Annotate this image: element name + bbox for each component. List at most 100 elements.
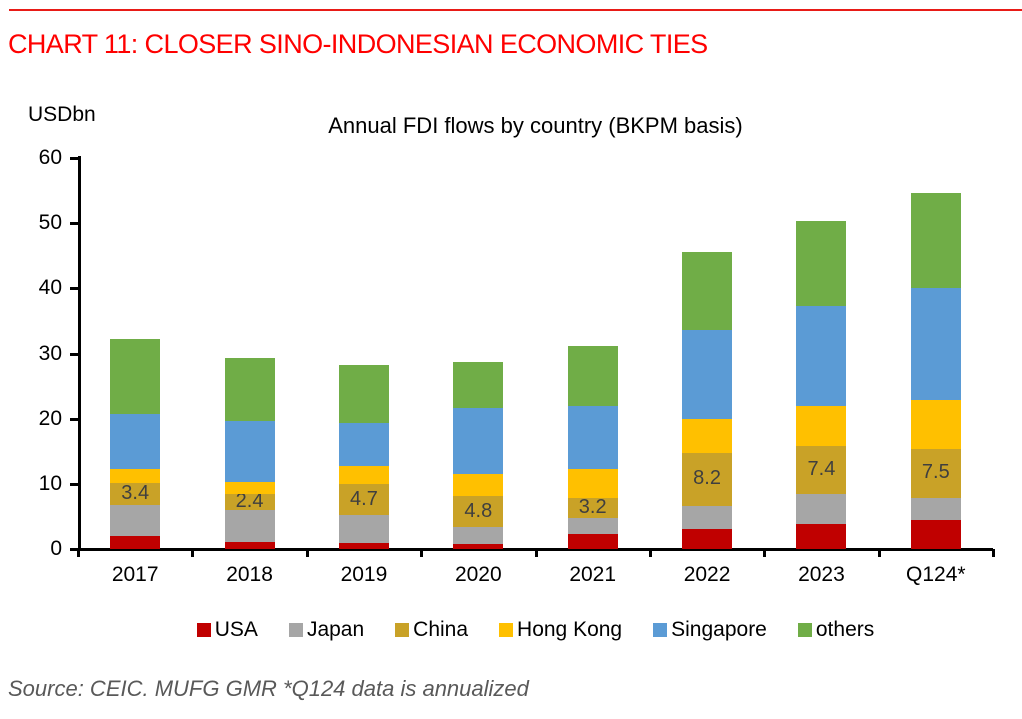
chart-title: Annual FDI flows by country (BKPM basis) xyxy=(328,113,743,138)
bar-segment-japan-Q124 xyxy=(910,497,961,520)
x-tick-mark xyxy=(648,549,652,557)
bar-segment-others-Q124 xyxy=(910,193,961,289)
bar-segment-japan-2019 xyxy=(338,515,389,544)
bar-segment-others-2017 xyxy=(110,338,161,415)
data-label-2022: 8.2 xyxy=(693,467,721,490)
bar-segment-singapore-2020 xyxy=(453,408,504,475)
bar-segment-china-2017: 3.4 xyxy=(110,482,161,506)
x-category-label-2021: 2021 xyxy=(569,563,617,586)
bar-segment-hong-kong-2017 xyxy=(110,469,161,484)
data-label-2017: 3.4 xyxy=(121,482,150,505)
y-tick-label: 20 xyxy=(38,406,62,430)
y-axis-line xyxy=(78,156,81,551)
bar-segment-japan-2017 xyxy=(110,505,161,536)
x-category-label-2022: 2022 xyxy=(683,563,731,586)
legend-swatch-icon xyxy=(395,623,410,637)
bar-segment-china-2020: 4.8 xyxy=(453,496,504,528)
x-category-label-2017: 2017 xyxy=(111,563,159,586)
y-axis-unit-label: USDbn xyxy=(28,103,96,126)
y-tick-mark xyxy=(70,417,78,421)
bar-segment-singapore-2017 xyxy=(110,414,161,470)
legend-swatch-icon xyxy=(797,623,812,637)
source-note: Source: CEIC. MUFG GMR *Q124 data is ann… xyxy=(8,676,529,701)
bar-segment-others-2019 xyxy=(338,365,389,424)
bar-segment-others-2020 xyxy=(453,361,504,409)
bar-segment-singapore-2019 xyxy=(338,423,389,466)
legend-label: Hong Kong xyxy=(517,618,623,641)
legend-item-usa: USA xyxy=(196,618,258,642)
bar-segment-japan-2022 xyxy=(682,505,733,530)
y-tick-mark xyxy=(70,482,78,486)
data-label-2018: 2.4 xyxy=(235,490,264,513)
bar-segment-usa-2021 xyxy=(567,534,618,549)
x-tick-mark xyxy=(877,549,881,557)
bar-segment-hong-kong-2018 xyxy=(224,481,275,495)
bar-segment-singapore-Q124 xyxy=(910,288,961,400)
y-tick-mark xyxy=(70,157,78,160)
bar-segment-usa-2023 xyxy=(796,523,847,549)
y-tick-label: 60 xyxy=(38,146,62,169)
bar-segment-others-2021 xyxy=(567,346,618,407)
bar-segment-singapore-2021 xyxy=(567,406,618,469)
legend-swatch-icon xyxy=(288,623,303,637)
legend-swatch-icon xyxy=(196,623,211,637)
legend-label: others xyxy=(815,618,875,641)
bar-segment-others-2018 xyxy=(224,358,275,422)
y-tick-label: 30 xyxy=(38,341,62,365)
y-tick-mark xyxy=(70,352,78,356)
legend-item-china: China xyxy=(395,618,468,642)
bar-segment-singapore-2022 xyxy=(682,330,733,419)
bar-segment-china-2022: 8.2 xyxy=(682,452,733,506)
bar-segment-china-2018: 2.4 xyxy=(224,490,275,512)
bar-segment-others-2023 xyxy=(796,221,847,306)
y-tick-label: 10 xyxy=(38,471,62,495)
legend-item-japan: Japan xyxy=(288,618,365,642)
bar-segment-hong-kong-Q124 xyxy=(910,399,961,449)
bar-segment-japan-2018 xyxy=(224,509,275,542)
legend-item-others: others xyxy=(797,618,875,642)
x-tick-mark xyxy=(534,549,538,557)
bar-segment-usa-2020 xyxy=(453,544,504,549)
bar-segment-singapore-2023 xyxy=(796,305,847,407)
x-category-label-2023: 2023 xyxy=(798,563,845,586)
bar-segment-japan-2020 xyxy=(453,527,504,545)
top-rule-divider xyxy=(9,9,1022,11)
x-category-label-2019: 2019 xyxy=(340,563,388,586)
bar-segment-usa-2017 xyxy=(110,535,161,549)
bar-segment-usa-2018 xyxy=(224,541,275,549)
bar-segment-hong-kong-2023 xyxy=(796,406,847,447)
x-category-label-Q124: Q124* xyxy=(906,563,966,586)
bar-segment-hong-kong-2022 xyxy=(682,418,733,453)
legend-item-singapore: Singapore xyxy=(653,618,767,642)
y-tick-label: 50 xyxy=(38,211,62,235)
legend-label: Japan xyxy=(306,618,365,641)
data-label-2019: 4.7 xyxy=(350,487,378,510)
bar-segment-china-2019: 4.7 xyxy=(338,484,389,516)
legend-swatch-icon xyxy=(499,623,514,637)
bar-segment-hong-kong-2019 xyxy=(338,465,389,485)
bar-segment-usa-Q124 xyxy=(910,519,961,549)
bar-segment-china-2021: 3.2 xyxy=(567,495,618,519)
legend-item-hong-kong: Hong Kong xyxy=(499,618,622,642)
bar-segment-singapore-2018 xyxy=(224,421,275,482)
x-tick-mark xyxy=(305,549,309,557)
page-title: CHART 11: CLOSER SINO-INDONESIAN ECONOMI… xyxy=(8,29,708,59)
x-category-label-2020: 2020 xyxy=(454,563,502,586)
data-label-2023: 7.4 xyxy=(807,458,836,481)
legend-label: USA xyxy=(214,618,258,641)
data-label-2021: 3.2 xyxy=(578,495,607,518)
y-tick-mark xyxy=(70,548,78,551)
x-tick-mark xyxy=(77,549,80,557)
x-tick-mark xyxy=(420,549,424,557)
bar-segment-usa-2022 xyxy=(682,529,733,549)
chart-legend: USA Japan China Hong Kong Singapore others xyxy=(78,618,993,642)
x-tick-mark xyxy=(992,549,995,557)
bar-segment-china-2023: 7.4 xyxy=(796,446,847,495)
bar-segment-japan-2021 xyxy=(567,518,618,534)
data-label-2020: 4.8 xyxy=(464,499,493,522)
y-tick-mark xyxy=(70,287,78,291)
bar-segment-usa-2019 xyxy=(338,543,389,549)
x-tick-mark xyxy=(191,549,195,557)
bar-segment-others-2022 xyxy=(682,252,733,331)
